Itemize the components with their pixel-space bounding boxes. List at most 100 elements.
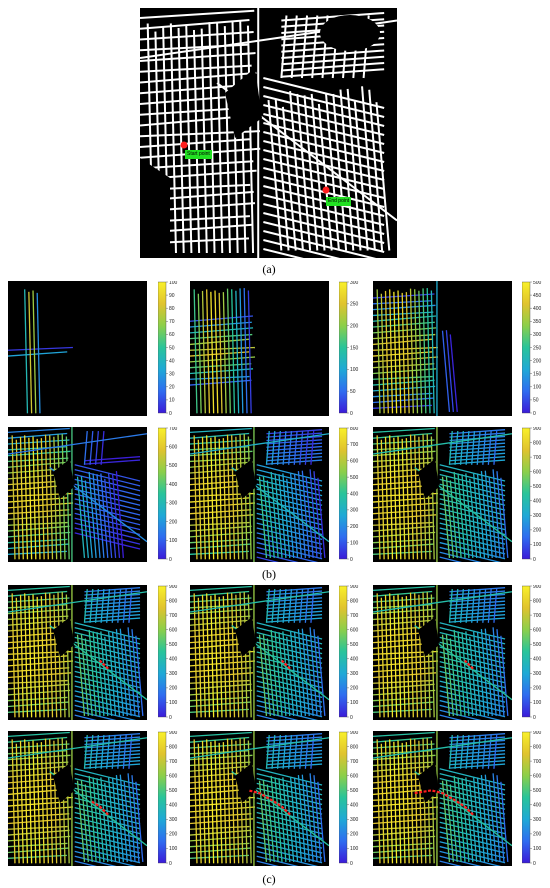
- street-segment: [74, 855, 117, 866]
- street-segment: [8, 660, 74, 667]
- street-54: [263, 239, 340, 258]
- colorbar-tick-label: 0: [350, 715, 353, 720]
- c-map-3: [8, 731, 147, 866]
- colorbar-tick-label: 700: [533, 613, 542, 619]
- street-segment: [210, 595, 215, 718]
- street-segment: [299, 734, 304, 769]
- street-segment: [32, 740, 37, 864]
- street-segment: [266, 590, 323, 596]
- street-segment: [439, 816, 506, 835]
- street-segment: [426, 592, 431, 718]
- street-segment: [8, 737, 147, 759]
- street-segment: [256, 631, 323, 650]
- street-segment: [384, 594, 389, 718]
- street-segment: [80, 780, 89, 863]
- street-segment: [218, 438, 223, 560]
- street-segment: [256, 622, 323, 640]
- street-segment: [74, 646, 141, 664]
- street-segment: [222, 596, 227, 718]
- street-segment: [218, 596, 223, 718]
- street-segment: [469, 636, 478, 717]
- colorbar-gradient: [338, 281, 348, 414]
- street-segment: [393, 437, 398, 560]
- b-map-5: [373, 427, 512, 562]
- street-segment: [111, 631, 121, 717]
- street-segment: [235, 594, 240, 718]
- street-segment: [389, 593, 394, 718]
- street-segment: [226, 592, 231, 718]
- street-segment: [94, 588, 99, 623]
- street-segment: [201, 740, 206, 864]
- street-segment: [256, 690, 323, 708]
- street-segment: [282, 734, 287, 769]
- colorbar-tick-label: 400: [533, 657, 542, 663]
- street-segment: [471, 430, 476, 465]
- street-segment: [8, 619, 72, 626]
- street-segment: [190, 439, 252, 445]
- street-segment: [201, 290, 206, 414]
- street-segment: [256, 826, 323, 844]
- street-segment: [376, 289, 381, 414]
- street-segment: [496, 471, 505, 559]
- street-segment: [218, 292, 223, 414]
- caption-c: (c): [262, 872, 276, 886]
- street-segment: [282, 588, 287, 623]
- colorbar-tick-label: 600: [533, 627, 542, 633]
- void-park: [53, 617, 74, 657]
- street-segment: [414, 739, 419, 864]
- street-segment: [256, 665, 323, 684]
- street-70: [368, 89, 384, 251]
- void-park: [53, 459, 74, 499]
- colorbar-tick-label: 900: [350, 585, 359, 590]
- street-segment: [266, 756, 323, 763]
- street-25: [169, 23, 177, 254]
- street-segment: [449, 756, 506, 763]
- street-segment: [190, 847, 251, 854]
- street-segment: [40, 742, 45, 864]
- colorbar-tick-label: 900: [169, 731, 178, 736]
- street-segment: [49, 435, 54, 560]
- street-segment: [235, 436, 240, 560]
- street-segment: [293, 631, 303, 717]
- street-segment: [405, 596, 410, 718]
- street-segment: [439, 473, 506, 492]
- street-segment: [28, 741, 33, 864]
- street-26: [177, 28, 185, 254]
- street-segment: [445, 330, 454, 413]
- street-segment: [15, 743, 20, 864]
- colorbar-tick-label: 500: [169, 642, 178, 648]
- colorbar-tick-label: 200: [350, 323, 359, 329]
- street-segment: [256, 627, 323, 645]
- shortest-path: [280, 659, 291, 670]
- street-segment: [8, 806, 74, 813]
- street-segment: [297, 629, 307, 717]
- street-segment: [190, 433, 329, 455]
- street-segment: [11, 739, 16, 864]
- street-segment: [256, 551, 299, 562]
- street-segment: [439, 512, 506, 531]
- street-segment: [74, 665, 141, 684]
- street-segment: [193, 593, 198, 718]
- street-segment: [247, 290, 252, 414]
- street-segment: [449, 590, 506, 596]
- street-2: [140, 31, 254, 41]
- street-segment: [214, 436, 219, 560]
- street-segment: [459, 588, 464, 623]
- street-segment: [206, 289, 211, 414]
- street-segment: [439, 622, 506, 640]
- street-segment: [74, 512, 141, 531]
- street-segment: [276, 430, 281, 465]
- street-segment: [373, 427, 435, 434]
- colorbar-tick-label: 900: [533, 585, 542, 590]
- street-segment: [256, 512, 323, 531]
- colorbar-tick-label: 300: [533, 817, 542, 823]
- street-segment: [439, 517, 506, 536]
- street-segment: [190, 375, 250, 380]
- colorbar-gradient: [157, 585, 167, 718]
- street-segment: [373, 660, 439, 667]
- street-segment: [84, 480, 93, 559]
- colorbar-tick-label: 100: [350, 367, 359, 373]
- street-61: [303, 95, 319, 251]
- street-segment: [282, 430, 287, 465]
- street-segment: [32, 290, 37, 414]
